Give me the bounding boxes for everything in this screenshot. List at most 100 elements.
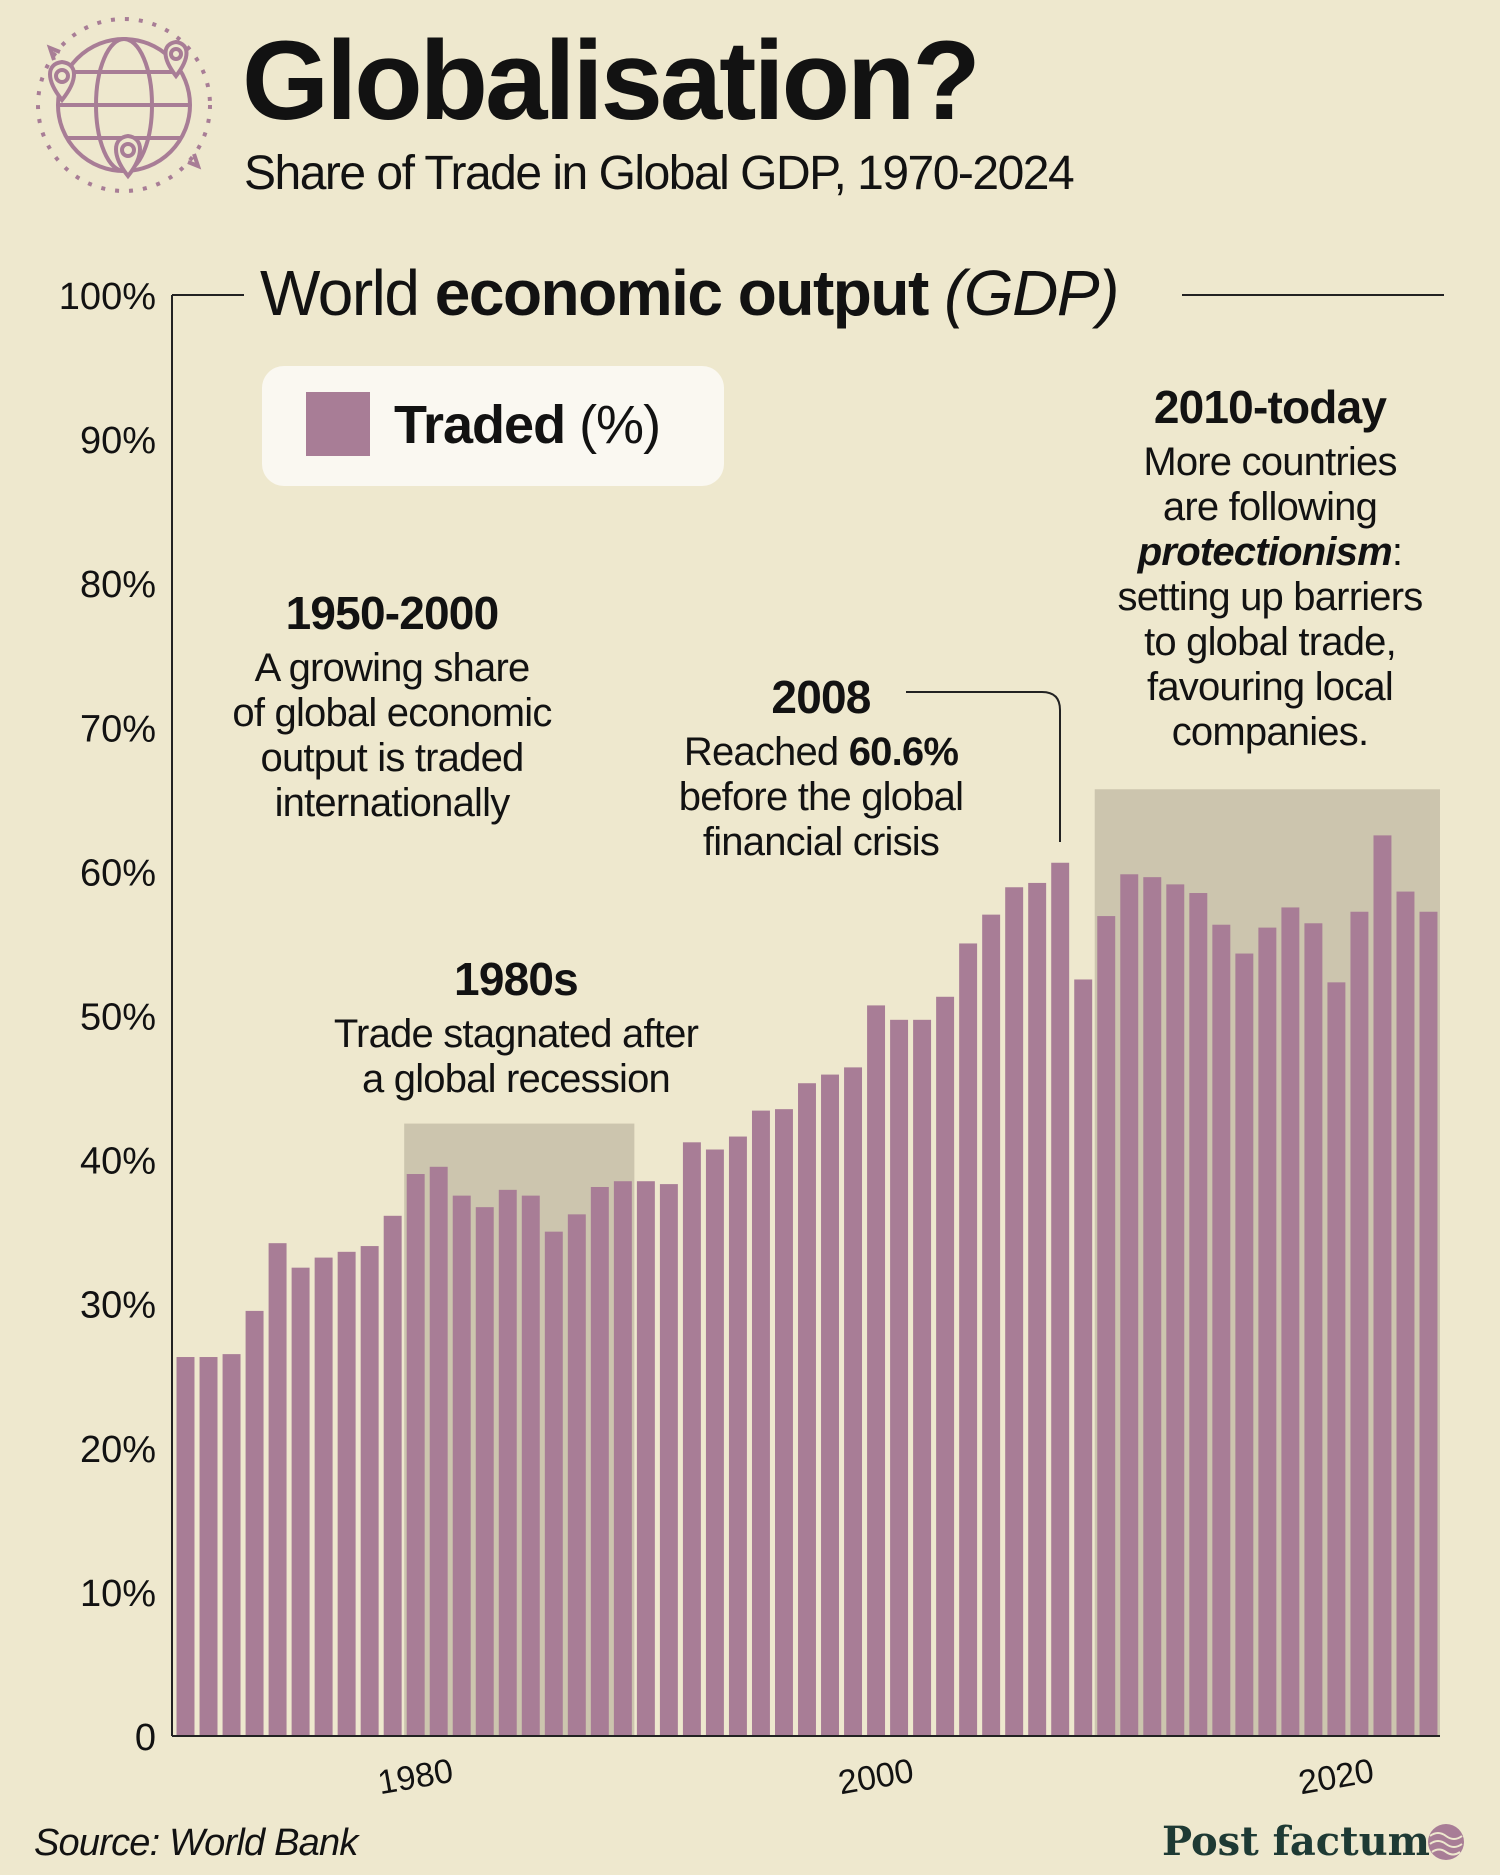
x-tick-label: 2020 — [1296, 1752, 1377, 1803]
chart-axes — [171, 294, 1444, 1737]
bar-1973 — [245, 1310, 264, 1736]
annotation-line: before the global — [678, 775, 964, 819]
bar-1983 — [475, 1207, 494, 1736]
bar-1995 — [751, 1110, 770, 1736]
bar-2007 — [1028, 882, 1047, 1736]
bar-2021 — [1350, 911, 1369, 1736]
bar-2016 — [1235, 953, 1254, 1736]
x-tick-label: 2000 — [835, 1752, 916, 1803]
bar-2024 — [1419, 911, 1438, 1736]
y-tick-label: 70% — [80, 708, 156, 750]
bar-1988 — [590, 1186, 609, 1736]
globe-with-pins-icon — [36, 17, 212, 193]
bar-2009 — [1074, 979, 1093, 1736]
bar-2004 — [959, 943, 978, 1736]
annotation-line: to global trade, — [1144, 620, 1397, 664]
bar-1992 — [682, 1142, 701, 1736]
y-tick-label: 60% — [80, 852, 156, 894]
annotation-line: Reached 60.6% — [650, 730, 992, 775]
y-tick-label: 80% — [80, 564, 156, 606]
gdp-heading-italic: (GDP) — [944, 257, 1119, 329]
bar-1970 — [176, 1357, 195, 1736]
annotation-line: companies. — [1171, 710, 1369, 754]
legend-label-rest: (%) — [565, 395, 661, 455]
page-subtitle: Share of Trade in Global GDP, 1970-2024 — [244, 147, 1075, 200]
gdp-heading-bold: economic output — [434, 257, 930, 329]
bar-1979 — [383, 1215, 402, 1736]
bar-1997 — [798, 1083, 816, 1736]
bar-1998 — [821, 1074, 839, 1736]
bar-1976 — [314, 1257, 333, 1736]
legend-label-bold: Traded — [394, 395, 566, 455]
bar-2003 — [936, 996, 955, 1736]
bar-2017 — [1258, 927, 1277, 1736]
bar-2022 — [1373, 835, 1392, 1737]
annotation-line: output is traded — [260, 736, 525, 780]
annotation-line: Trade stagnated after — [333, 1012, 699, 1056]
bar-1977 — [337, 1251, 356, 1736]
y-tick-label: 10% — [80, 1573, 156, 1615]
annotation-2008: 2008 Reached 60.6% before the global fin… — [650, 670, 992, 865]
annotation-heading: 1950-2000 — [285, 587, 500, 639]
bar-1972 — [222, 1354, 241, 1736]
source-note: Source: World Bank — [34, 1822, 358, 1864]
annotation-2008-leader — [906, 691, 1061, 842]
bar-1974 — [268, 1243, 287, 1736]
chart-legend: Traded (%) — [262, 366, 724, 486]
annotation-1980s: 1980s Trade stagnated after a global rec… — [310, 952, 722, 1102]
y-tick-label: 90% — [80, 420, 156, 462]
bar-1975 — [291, 1267, 310, 1736]
y-tick-label: 40% — [80, 1141, 156, 1183]
bar-2012 — [1143, 877, 1162, 1736]
gdp-heading-plain: World — [260, 257, 435, 329]
bar-1982 — [452, 1195, 471, 1737]
annotation-heading: 2008 — [771, 671, 871, 723]
annotation-line: setting up barriers — [1117, 575, 1424, 619]
legend-label: Traded (%) — [394, 394, 661, 456]
x-tick-labels: 1980 2000 2020 — [375, 1752, 1377, 1803]
bar-2020 — [1327, 982, 1346, 1736]
annotation-line: favouring local — [1147, 665, 1394, 709]
y-tick-label: 0 — [135, 1717, 156, 1759]
y-tick-label: 30% — [80, 1285, 156, 1327]
bar-series — [176, 835, 1438, 1737]
bar-2019 — [1304, 923, 1323, 1736]
bar-1989 — [613, 1181, 632, 1736]
bar-1996 — [775, 1109, 793, 1736]
bar-1993 — [705, 1149, 724, 1736]
bar-2005 — [982, 914, 1001, 1736]
x-tick-label: 1980 — [375, 1752, 456, 1803]
annotation-heading: 1980s — [454, 953, 579, 1005]
annotation-line: of global economic — [232, 691, 552, 735]
bar-1978 — [360, 1246, 379, 1736]
bar-2001 — [890, 1019, 909, 1736]
annotation-line: A growing share — [254, 646, 531, 690]
bar-1999 — [844, 1067, 863, 1736]
bar-2006 — [1005, 887, 1024, 1736]
bar-2013 — [1166, 884, 1185, 1736]
y-tick-label: 50% — [80, 997, 156, 1039]
bar-1990 — [636, 1181, 655, 1736]
legend-swatch — [306, 392, 370, 456]
annotation-text: : — [1391, 530, 1403, 574]
bar-1984 — [498, 1189, 517, 1736]
annotation-line: internationally — [274, 781, 511, 825]
annotation-line: More countries — [1143, 440, 1397, 484]
bar-1981 — [429, 1166, 448, 1736]
bar-2010 — [1097, 916, 1116, 1736]
bar-1991 — [659, 1184, 678, 1736]
annotation-value: 60.6% — [848, 730, 959, 774]
annotation-line: financial crisis — [702, 820, 940, 864]
y-tick-label: 20% — [80, 1429, 156, 1471]
bar-2000 — [867, 1005, 886, 1736]
annotation-line: a global recession — [361, 1057, 671, 1101]
bar-2002 — [913, 1019, 932, 1736]
annotation-emphasis: protectionism — [1137, 530, 1393, 574]
bar-2014 — [1189, 893, 1208, 1736]
y-tick-label: 100% — [59, 276, 156, 318]
bar-1987 — [567, 1214, 586, 1736]
annotation-line: protectionism: — [1086, 530, 1454, 575]
bar-2011 — [1120, 874, 1139, 1736]
bar-2008 — [1051, 862, 1070, 1736]
annotation-heading: 2010-today — [1153, 381, 1387, 433]
